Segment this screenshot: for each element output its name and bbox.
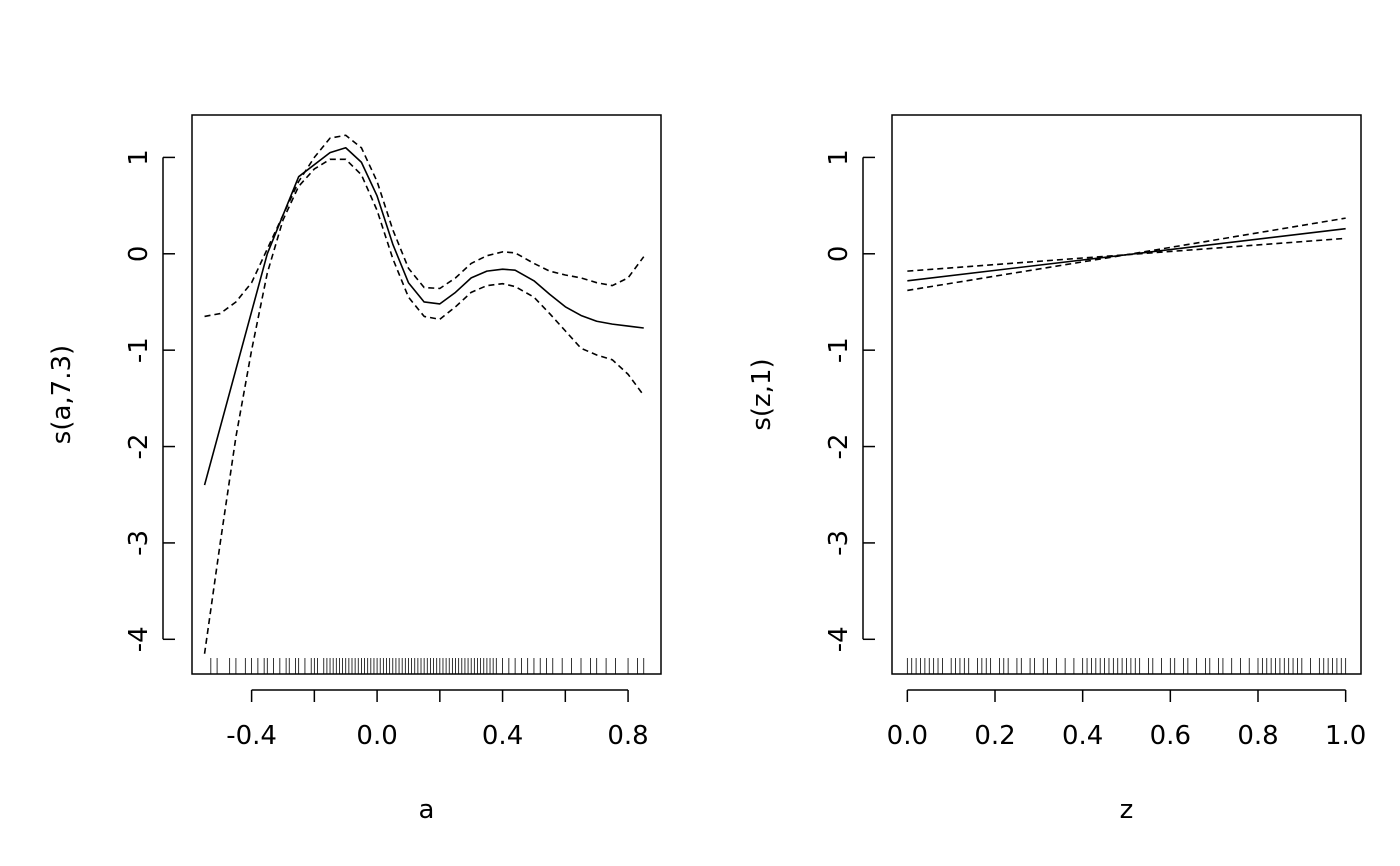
y-tick-label: -1	[824, 337, 854, 363]
x-tick-label: 0.8	[1237, 721, 1278, 751]
x-axis-title: z	[1120, 795, 1134, 825]
x-axis-title: a	[419, 795, 435, 825]
plot-frame	[191, 114, 662, 675]
y-tick-label: 1	[124, 149, 154, 166]
y-tick-label: -4	[124, 626, 154, 652]
confidence-band-line	[203, 158, 645, 654]
y-tick-label: -3	[824, 530, 854, 556]
smooth-estimate-line	[203, 146, 644, 486]
y-tick-label: 1	[824, 149, 854, 166]
confidence-band-line	[204, 134, 645, 318]
x-tick-label: 0.0	[356, 721, 397, 751]
panel-a: 1 0 -1 -2 -3 -4 -0.4 0.0 0.4 0.8 a s(a,7.3)	[47, 114, 662, 825]
y-tick-label: -4	[824, 626, 854, 652]
x-tick-label: 0.6	[1150, 721, 1191, 751]
x-tick-label: 0.0	[887, 721, 928, 751]
x-tick-label: -0.4	[226, 721, 277, 751]
panel-z: 1 0 -1 -2 -3 -4 0.0 0.2 0.4 0.6 0.8 1.0 z s(z,1)	[747, 114, 1366, 825]
y-tick-label: -1	[124, 337, 154, 363]
x-tick-label: 0.4	[1062, 721, 1103, 751]
y-tick-label: -2	[124, 434, 154, 460]
y-tick-label: -2	[824, 434, 854, 460]
x-tick-label: 0.2	[974, 721, 1015, 751]
plot-frame	[891, 114, 1362, 675]
y-axis-title: s(z,1)	[747, 358, 777, 430]
y-tick-label: 0	[124, 246, 154, 263]
x-tick-label: 0.8	[607, 721, 648, 751]
x-tick-label: 1.0	[1325, 721, 1366, 751]
y-axis-title: s(a,7.3)	[47, 345, 77, 444]
y-tick-label: -3	[124, 530, 154, 556]
confidence-band-line	[907, 217, 1346, 292]
y-tick-label: 0	[824, 246, 854, 263]
x-tick-label: 0.4	[482, 721, 523, 751]
confidence-band-line	[907, 237, 1346, 272]
